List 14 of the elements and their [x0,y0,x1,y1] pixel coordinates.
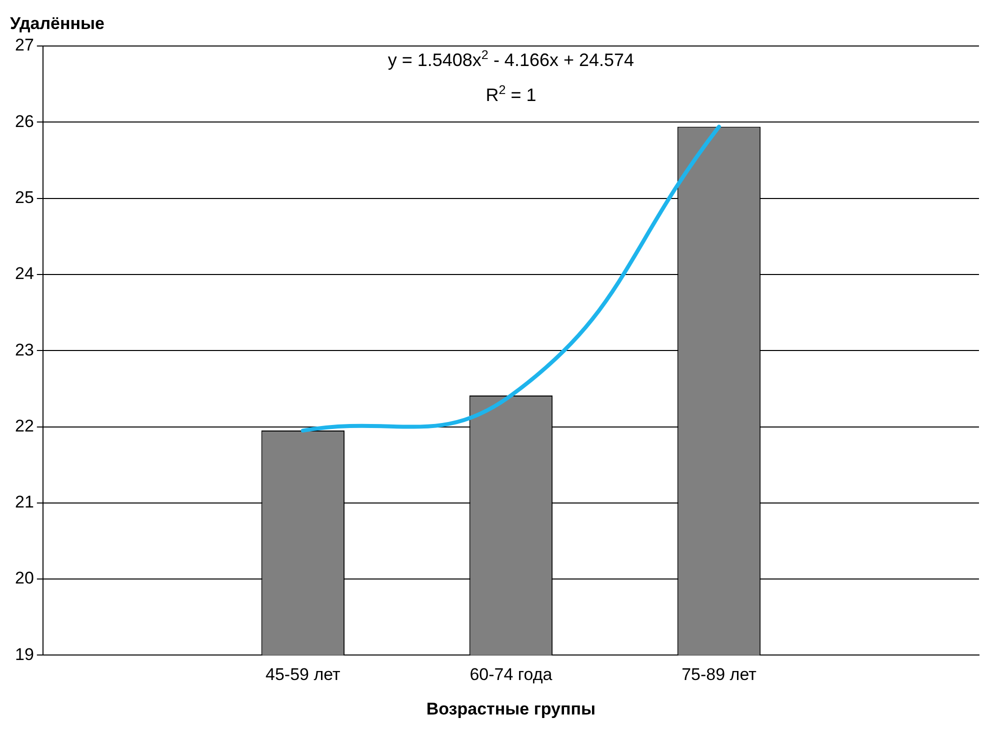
x-tick-label: 45-59 лет [266,665,341,684]
y-tick-label: 21 [14,492,34,512]
y-axis-title: Удалённые [10,14,105,34]
x-axis-title: Возрастные группы [426,699,596,718]
y-tick-label: 22 [14,416,34,436]
y-tick-label: 19 [14,644,34,664]
y-tick-label: 23 [14,340,34,360]
x-tick-label: 60-74 года [470,665,553,684]
x-tick-label: 75-89 лет [682,665,757,684]
y-tick-label: 24 [14,264,34,284]
y-tick-label: 20 [14,568,34,588]
y-tick-label: 26 [14,112,34,131]
y-tick-label: 25 [14,188,34,207]
y-tick-label: 27 [14,36,34,55]
